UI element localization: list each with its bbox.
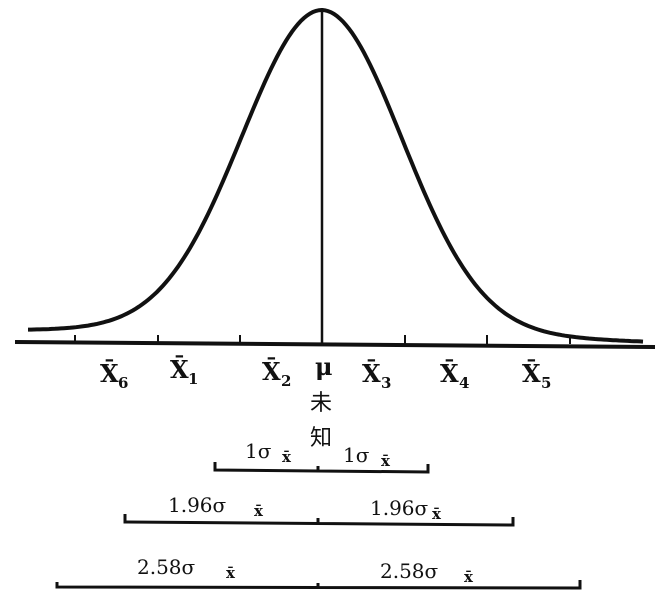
axis-ticks bbox=[74, 335, 571, 344]
axis-label-x4: X̄ 4 bbox=[440, 359, 469, 392]
svg-text:1.96σ: 1.96σ bbox=[370, 496, 429, 520]
svg-text:X̄: X̄ bbox=[100, 359, 119, 388]
svg-text:4: 4 bbox=[459, 374, 469, 392]
x-axis bbox=[14, 340, 656, 349]
svg-text:1: 1 bbox=[188, 370, 198, 388]
svg-text:x̄: x̄ bbox=[254, 502, 264, 520]
svg-text:X̄: X̄ bbox=[440, 359, 459, 388]
interval-1-96-sigma: 1.96σ x̄ 1.96σ x̄ bbox=[123, 493, 515, 527]
axis-label-x5: X̄ 5 bbox=[522, 359, 551, 392]
axis-label-mu: μ bbox=[315, 352, 333, 381]
svg-text:2.58σ: 2.58σ bbox=[380, 559, 439, 583]
axis-label-x6: X̄ 6 bbox=[100, 359, 128, 392]
unknown-char-2: 知 bbox=[310, 426, 332, 451]
axis-label-x1: X̄ 1 bbox=[170, 355, 198, 388]
svg-text:X̄: X̄ bbox=[170, 355, 189, 384]
svg-text:x̄: x̄ bbox=[432, 505, 442, 523]
interval-2-58-sigma: 2.58σ x̄ 2.58σ x̄ bbox=[55, 555, 582, 590]
svg-text:3: 3 bbox=[381, 374, 391, 392]
svg-text:5: 5 bbox=[541, 374, 551, 392]
svg-text:x̄: x̄ bbox=[282, 448, 292, 466]
svg-text:2: 2 bbox=[281, 372, 291, 390]
svg-text:X̄: X̄ bbox=[362, 359, 381, 388]
axis-label-x3: X̄ 3 bbox=[362, 359, 391, 392]
svg-text:1σ: 1σ bbox=[245, 439, 272, 463]
axis-label-x2: X̄ 2 bbox=[262, 357, 291, 390]
interval-1-sigma: 1σ x̄ 1σ x̄ bbox=[213, 439, 430, 474]
svg-text:1.96σ: 1.96σ bbox=[168, 493, 227, 517]
svg-text:x̄: x̄ bbox=[464, 568, 474, 586]
normal-curve bbox=[28, 7, 644, 344]
svg-text:μ: μ bbox=[315, 352, 333, 381]
svg-text:2.58σ: 2.58σ bbox=[137, 555, 196, 579]
svg-text:X̄: X̄ bbox=[522, 359, 541, 388]
svg-text:x̄: x̄ bbox=[226, 564, 236, 582]
svg-text:X̄: X̄ bbox=[262, 357, 281, 386]
svg-text:x̄: x̄ bbox=[381, 452, 391, 470]
svg-text:6: 6 bbox=[118, 374, 128, 392]
unknown-char-1: 未 bbox=[310, 391, 332, 416]
svg-text:1σ: 1σ bbox=[343, 443, 370, 467]
